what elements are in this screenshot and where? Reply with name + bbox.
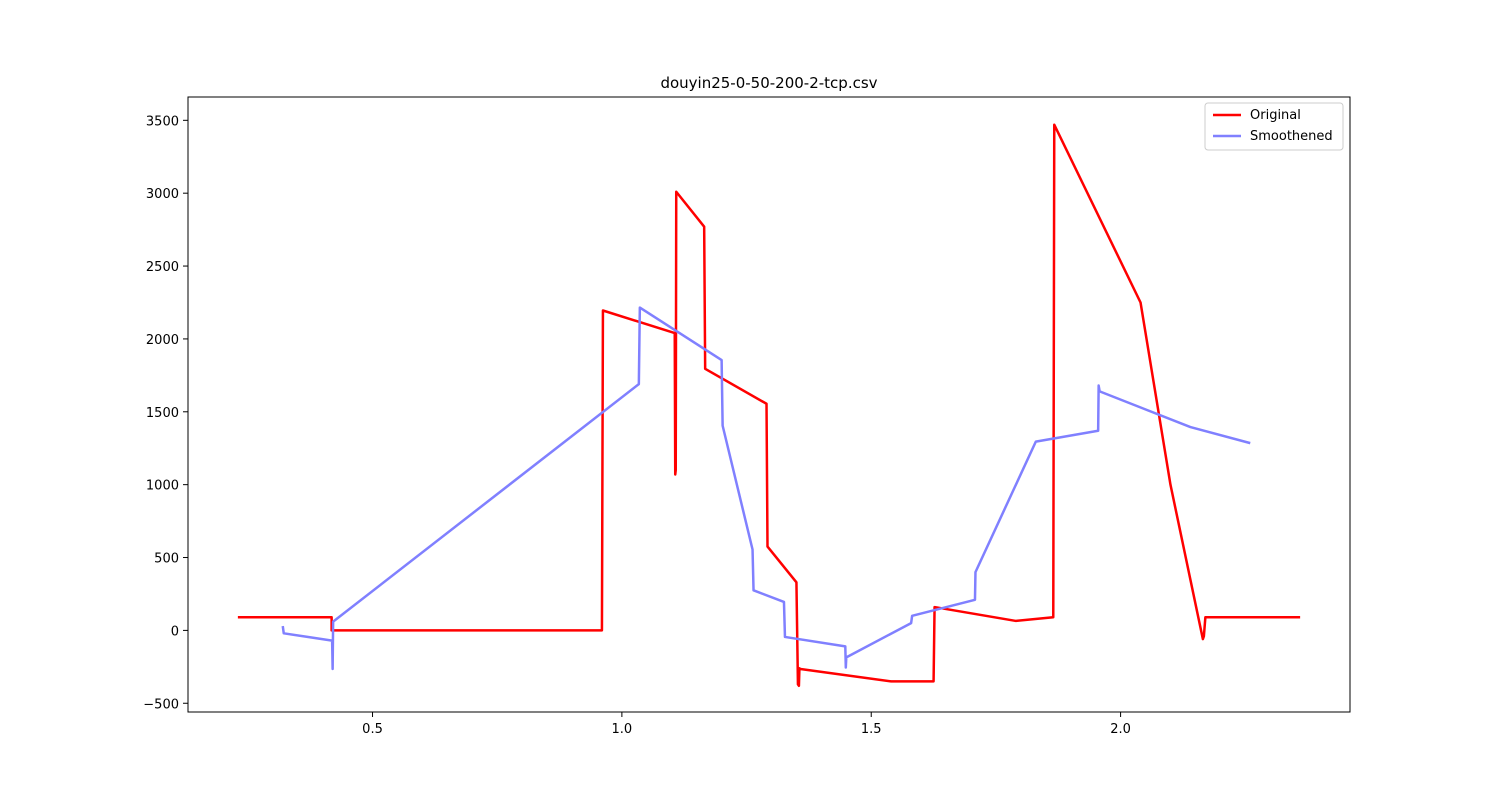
y-tick-label: 3500 — [146, 114, 179, 129]
x-tick-label: 1.5 — [861, 722, 882, 737]
legend: Original Smoothened — [1204, 102, 1344, 151]
y-tick-label: 2500 — [146, 260, 179, 275]
y-tick-label: −500 — [143, 697, 179, 712]
x-tick-label: 0.5 — [362, 722, 383, 737]
y-tick-label: 2000 — [146, 333, 179, 348]
y-tick-label: 1000 — [146, 479, 179, 494]
chart-title: douyin25-0-50-200-2-tcp.csv — [660, 74, 877, 92]
series-line-original — [237, 123, 1301, 688]
x-tick-label: 2.0 — [1110, 722, 1131, 737]
axes-frame — [187, 96, 1351, 713]
legend-label-original: Original — [1250, 108, 1301, 123]
plot-area — [237, 123, 1301, 688]
y-tick-label: 0 — [171, 624, 179, 639]
y-tick-label: 500 — [154, 552, 179, 567]
legend-label-smoothened: Smoothened — [1250, 129, 1333, 144]
y-tick-label: 3000 — [146, 187, 179, 202]
y-tick-label: 1500 — [146, 406, 179, 421]
x-tick-label: 1.0 — [612, 722, 633, 737]
series-line-smoothened — [281, 306, 1251, 671]
axes: 0.5 1.0 1.5 2.0 −500 0 500 1000 1500 2000 2500 3000… — [143, 114, 1131, 737]
